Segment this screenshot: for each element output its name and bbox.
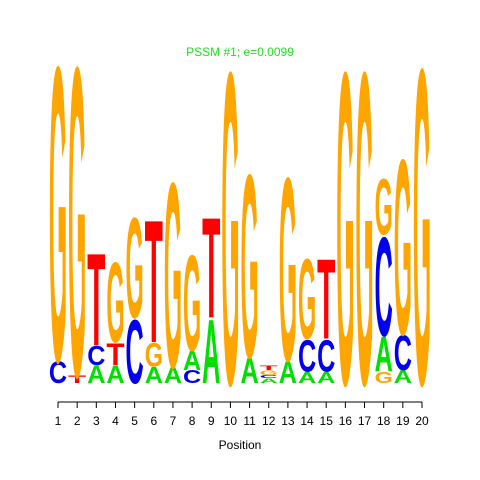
chart-title: PSSM #1; e=0.0099 <box>186 45 294 59</box>
letter: G <box>68 0 86 469</box>
letter: A <box>145 363 163 389</box>
letter: G <box>355 0 373 478</box>
letter: A <box>298 369 316 386</box>
x-tick-label: 1 <box>55 414 62 428</box>
letter: A <box>183 345 201 376</box>
letter: T <box>317 236 335 363</box>
letter: G <box>260 368 278 376</box>
x-tick-label: 8 <box>189 414 196 428</box>
letter: G <box>49 0 67 450</box>
letter: A <box>87 361 105 389</box>
x-tick-label: 5 <box>131 414 138 428</box>
x-tick-label: 7 <box>170 414 177 428</box>
letter: C <box>394 326 412 382</box>
letter: A <box>164 363 182 389</box>
letter: G <box>375 369 393 387</box>
letter: T <box>106 336 124 372</box>
letter: A <box>279 355 297 391</box>
x-axis-label: Position <box>219 438 262 452</box>
letter: A <box>260 377 278 385</box>
letter: G <box>183 226 201 379</box>
letter: T <box>87 227 105 375</box>
x-tick-label: 11 <box>243 414 256 428</box>
x-tick-label: 16 <box>339 414 353 428</box>
letter: G <box>279 125 297 417</box>
x-tick-label: 12 <box>262 414 276 428</box>
x-tick-label: 6 <box>150 414 157 428</box>
x-tick-label: 4 <box>112 414 119 428</box>
letter: G <box>375 163 393 251</box>
letter: A <box>202 301 220 403</box>
x-tick-label: 2 <box>74 414 81 428</box>
letter: C <box>375 209 393 366</box>
letter: C <box>126 301 144 403</box>
letter: C <box>298 331 316 382</box>
letter: T <box>145 183 163 380</box>
x-tick-label: 15 <box>320 414 334 428</box>
letter: G <box>413 0 431 479</box>
letter: T <box>68 373 86 386</box>
letter: G <box>145 336 163 375</box>
letter: A <box>394 366 412 387</box>
letter: C <box>183 366 201 387</box>
letter: G <box>221 0 239 478</box>
letter: G <box>298 238 316 364</box>
x-tick-label: 17 <box>358 414 372 428</box>
letter: G <box>240 122 258 414</box>
letter: C <box>49 355 67 391</box>
letter: A <box>317 369 335 386</box>
letter: G <box>106 241 124 367</box>
x-tick-label: 19 <box>396 414 410 428</box>
letter: A <box>240 350 258 391</box>
letter: A <box>375 327 393 383</box>
letter: A <box>106 361 124 389</box>
letter: G <box>394 107 412 387</box>
x-tick-label: 13 <box>281 414 295 428</box>
x-tick-label: 10 <box>224 414 238 428</box>
x-tick-label: 3 <box>93 414 100 428</box>
letter: T <box>202 187 220 348</box>
letter: C <box>87 340 105 371</box>
x-tick-label: 18 <box>377 414 391 428</box>
letter: T <box>260 364 278 372</box>
x-tick-label: 14 <box>300 414 314 428</box>
letter: C <box>317 331 335 382</box>
letter: G <box>126 188 144 349</box>
letter: C <box>260 374 278 379</box>
x-tick-label: 9 <box>208 414 215 428</box>
letter: G <box>336 0 354 478</box>
x-tick-label: 20 <box>415 414 429 428</box>
letter: G <box>164 127 182 423</box>
